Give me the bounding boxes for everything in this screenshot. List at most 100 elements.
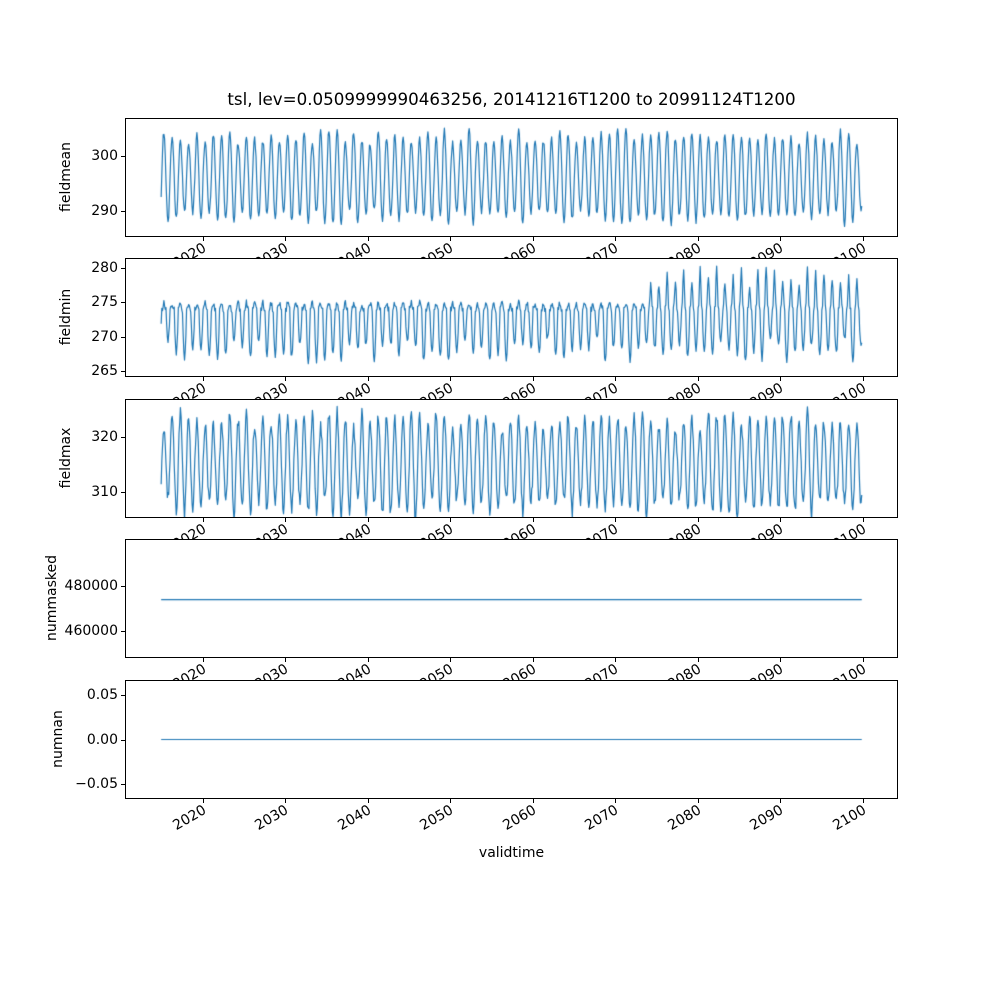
- y-tick-label: 290: [91, 203, 118, 219]
- x-tick-mark: [285, 377, 286, 381]
- x-axis-fieldmax: 2020 2030 2040 2050 2060 2070 2080 2090 2100: [0, 518, 1000, 539]
- x-tick-mark: [285, 799, 286, 803]
- x-tick-label: 2080: [665, 240, 705, 258]
- x-tick-label: 2060: [500, 661, 540, 680]
- y-tick-mark: [121, 437, 125, 438]
- x-tick-label: 2090: [747, 240, 787, 258]
- y-tick-mark: [121, 492, 125, 493]
- x-tick-mark: [615, 237, 616, 241]
- y-axis-fieldmin: 265 270 275 280: [0, 258, 125, 378]
- x-tick-label: 2040: [335, 240, 375, 258]
- y-tick-label: 280: [91, 260, 118, 276]
- x-tick-mark: [368, 377, 369, 381]
- x-tick-label: 2040: [335, 802, 375, 834]
- x-tick-mark: [203, 518, 204, 522]
- x-tick-label: 2100: [830, 661, 870, 680]
- x-tick-label: 2090: [747, 661, 787, 680]
- y-tick-mark: [121, 302, 125, 303]
- y-tick-mark: [121, 156, 125, 157]
- x-tick-label: 2100: [830, 802, 870, 834]
- x-tick-label: 2050: [417, 802, 457, 834]
- x-tick-label: 2030: [252, 521, 292, 539]
- x-tick-mark: [780, 377, 781, 381]
- y-tick-label: −0.05: [75, 776, 118, 792]
- x-tick-mark: [203, 377, 204, 381]
- x-tick-mark: [285, 658, 286, 662]
- x-tick-mark: [780, 658, 781, 662]
- x-tick-mark: [533, 237, 534, 241]
- x-tick-label: 2070: [582, 380, 622, 399]
- x-tick-mark: [698, 518, 699, 522]
- x-tick-mark: [450, 658, 451, 662]
- y-tick-mark: [121, 211, 125, 212]
- x-tick-label: 2060: [500, 380, 540, 399]
- x-tick-label: 2100: [830, 240, 870, 258]
- y-tick-mark: [121, 586, 125, 587]
- x-tick-mark: [368, 237, 369, 241]
- x-tick-mark: [863, 799, 864, 803]
- y-tick-label: 320: [91, 429, 118, 445]
- x-tick-mark: [863, 658, 864, 662]
- y-tick-label: 480000: [64, 578, 118, 594]
- fieldmean-line-chart: [126, 119, 897, 236]
- x-tick-mark: [698, 377, 699, 381]
- fieldmin-line-chart: [126, 259, 897, 376]
- x-tick-mark: [780, 237, 781, 241]
- x-tick-mark: [285, 518, 286, 522]
- x-tick-mark: [368, 658, 369, 662]
- x-tick-mark: [533, 799, 534, 803]
- x-tick-label: 2080: [665, 661, 705, 680]
- x-tick-label: 2070: [582, 802, 622, 834]
- nummasked-line-chart: [126, 540, 897, 657]
- x-tick-mark: [203, 237, 204, 241]
- plot-area-fieldmin: [125, 258, 898, 377]
- y-tick-label: 275: [91, 294, 118, 310]
- x-tick-mark: [863, 518, 864, 522]
- x-tick-label: 2020: [170, 661, 210, 680]
- x-tick-label: 2070: [582, 521, 622, 539]
- subplot-fieldmean: fieldmean 290 300 2020 2030 2040 2050 2060 207…: [0, 118, 1000, 258]
- x-tick-label: 2100: [830, 380, 870, 399]
- y-axis-fieldmean: 290 300: [0, 118, 125, 237]
- x-tick-mark: [450, 518, 451, 522]
- y-tick-mark: [121, 740, 125, 741]
- x-tick-label: 2020: [170, 802, 210, 834]
- y-tick-mark: [121, 268, 125, 269]
- x-axis-fieldmean: 2020 2030 2040 2050 2060 2070 2080 2090 2100: [0, 237, 1000, 258]
- x-tick-label: 2030: [252, 240, 292, 258]
- y-axis-nummasked: 460000 480000: [0, 539, 125, 658]
- x-tick-label: 2060: [500, 802, 540, 834]
- x-tick-mark: [368, 518, 369, 522]
- x-axis-nummasked: 2020 2030 2040 2050 2060 2070 2080 2090 2100: [0, 658, 1000, 680]
- y-tick-label: 0.00: [86, 732, 118, 748]
- subplot-fieldmin: fieldmin 265 270 275 280 2020 2030 2040 2050 20…: [0, 258, 1000, 399]
- y-tick-mark: [121, 631, 125, 632]
- x-tick-label: 2030: [252, 661, 292, 680]
- chart-title: tsl, lev=0.0509999990463256, 20141216T12…: [227, 89, 796, 109]
- x-tick-mark: [780, 799, 781, 803]
- subplot-nummasked: nummasked 460000 480000 2020 2030 2040 2050 2…: [0, 539, 1000, 680]
- x-tick-mark: [863, 377, 864, 381]
- x-tick-mark: [615, 377, 616, 381]
- x-tick-label: 2090: [747, 521, 787, 539]
- x-tick-mark: [203, 658, 204, 662]
- fieldmax-line-chart: [126, 400, 897, 517]
- x-tick-mark: [615, 518, 616, 522]
- subplot-numnan: numnan −0.05 0.00 0.05 2020 2030 2040 2050 206…: [0, 680, 1000, 834]
- x-tick-label: 2050: [417, 240, 457, 258]
- y-tick-label: 310: [91, 484, 118, 500]
- plot-area-fieldmean: [125, 118, 898, 237]
- x-tick-label: 2100: [830, 521, 870, 539]
- x-tick-mark: [285, 237, 286, 241]
- x-axis-fieldmin: 2020 2030 2040 2050 2060 2070 2080 2090 2100: [0, 377, 1000, 399]
- x-tick-mark: [698, 658, 699, 662]
- x-tick-label: 2060: [500, 240, 540, 258]
- x-tick-label: 2050: [417, 661, 457, 680]
- x-tick-label: 2080: [665, 380, 705, 399]
- x-tick-label: 2090: [747, 380, 787, 399]
- x-tick-label: 2040: [335, 661, 375, 680]
- y-tick-mark: [121, 371, 125, 372]
- plot-area-nummasked: [125, 539, 898, 658]
- y-tick-mark: [121, 337, 125, 338]
